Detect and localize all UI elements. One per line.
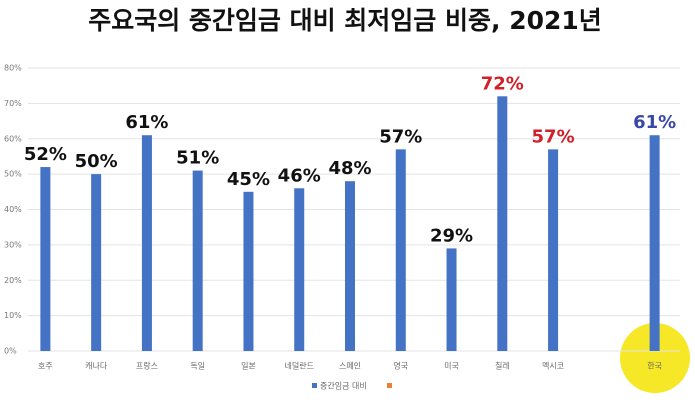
- data-label: 57%: [379, 126, 422, 147]
- y-tick-label: 70%: [4, 99, 22, 108]
- x-tick-label: 칠레: [495, 362, 510, 371]
- data-label: 72%: [481, 73, 524, 94]
- x-tick-label: 일본: [241, 362, 256, 371]
- x-tick-label: 스페인: [339, 361, 361, 371]
- x-tick-label: 멕시코: [542, 361, 564, 371]
- x-tick-label: 한국: [647, 362, 662, 371]
- bar: [446, 248, 457, 351]
- data-label: 52%: [24, 144, 67, 165]
- bar: [294, 188, 305, 351]
- bar: [243, 191, 254, 351]
- y-tick-label: 0%: [4, 347, 17, 356]
- y-tick-label: 30%: [4, 240, 22, 249]
- legend-swatch-extra: [387, 383, 392, 388]
- x-tick-label: 캐나다: [85, 362, 108, 371]
- bar: [497, 96, 508, 351]
- y-tick-label: 50%: [4, 170, 22, 179]
- x-tick-label: 영국: [393, 361, 408, 371]
- bar: [395, 149, 406, 351]
- bar: [141, 135, 152, 351]
- x-tick-label: 호주: [38, 362, 53, 371]
- x-tick-label: 독일: [190, 362, 205, 371]
- data-label: 51%: [176, 148, 219, 169]
- bar: [548, 149, 559, 351]
- bar: [91, 174, 102, 351]
- bar: [345, 181, 355, 351]
- bar: [40, 167, 51, 351]
- y-tick-label: 10%: [4, 311, 22, 320]
- y-tick-label: 40%: [4, 205, 22, 214]
- data-label: 48%: [328, 158, 371, 179]
- data-label: 57%: [532, 126, 575, 147]
- data-label: 61%: [125, 112, 168, 133]
- y-tick-label: 80%: [4, 64, 22, 73]
- data-label: 61%: [633, 112, 676, 133]
- x-tick-label: 네덜란드: [285, 361, 314, 371]
- legend-swatch: [312, 383, 317, 388]
- y-tick-label: 20%: [4, 276, 22, 285]
- data-label: 45%: [227, 169, 270, 190]
- bar: [649, 135, 660, 351]
- bar: [192, 170, 203, 351]
- y-tick-label: 60%: [4, 134, 22, 143]
- data-label: 50%: [75, 151, 118, 172]
- data-label: 46%: [278, 165, 321, 186]
- data-label: 29%: [430, 225, 473, 246]
- chart-title: 주요국의 중간임금 대비 최저임금 비중, 2021년: [88, 6, 602, 35]
- x-tick-label: 미국: [444, 362, 459, 371]
- highlight-circle: [620, 323, 690, 393]
- legend-label: 중간임금 대비: [320, 381, 367, 391]
- x-tick-label: 프랑스: [136, 361, 158, 371]
